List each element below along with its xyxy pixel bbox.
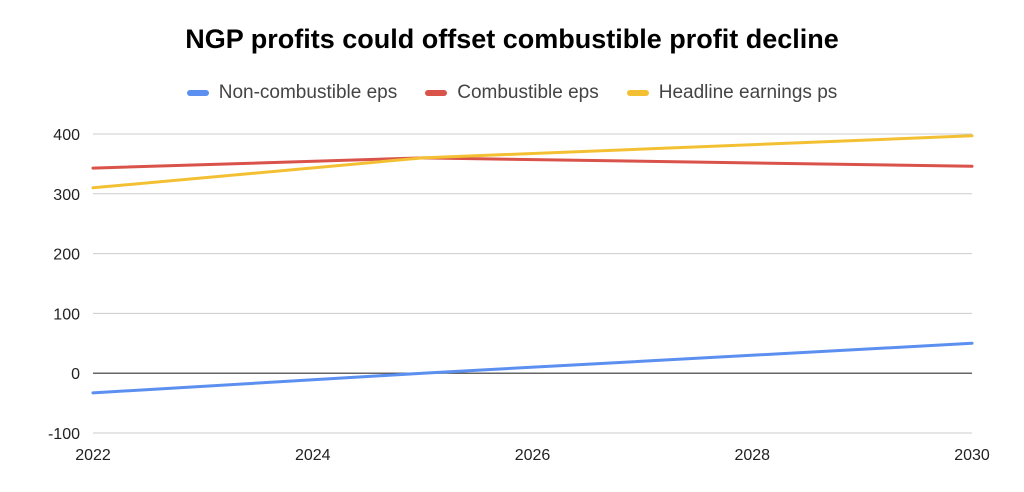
x-tick-label-2022: 2022: [75, 447, 111, 464]
legend: Non-combustible eps Combustible eps Head…: [0, 82, 1024, 104]
y-tick-label-200: 200: [53, 247, 80, 264]
series-line-non-combustible-eps: [91, 341, 974, 395]
series-line-headline-earnings-ps: [91, 134, 974, 190]
legend-item-combustible-eps: Combustible eps: [425, 82, 599, 104]
legend-swatch-non-combustible-eps: [186, 90, 209, 96]
x-tick-label-2028: 2028: [734, 447, 770, 464]
chart-title: NGP profits could offset combustible pro…: [185, 24, 839, 54]
x-tick-label-2024: 2024: [295, 447, 331, 464]
y-tick-label-300: 300: [53, 187, 80, 204]
legend-label-non-combustible-eps: Non-combustible eps: [218, 82, 398, 103]
legend-label-headline-earnings-ps: Headline earnings ps: [658, 82, 838, 103]
legend-item-headline-earnings-ps: Headline earnings ps: [626, 82, 838, 104]
y-tick-label-0: 0: [71, 366, 80, 383]
x-tick-label-2026: 2026: [515, 447, 551, 464]
series-line-combustible-eps: [91, 156, 974, 170]
legend-swatch-headline-earnings-ps: [626, 90, 649, 96]
legend-item-non-combustible-eps: Non-combustible eps: [186, 82, 398, 104]
legend-label-combustible-eps: Combustible eps: [457, 82, 599, 103]
y-tick-label--100: -100: [48, 426, 80, 443]
y-tick-label-100: 100: [53, 306, 80, 323]
legend-swatch-combustible-eps: [425, 90, 448, 96]
y-tick-label-400: 400: [53, 127, 80, 144]
x-tick-label-2030: 2030: [954, 447, 990, 464]
